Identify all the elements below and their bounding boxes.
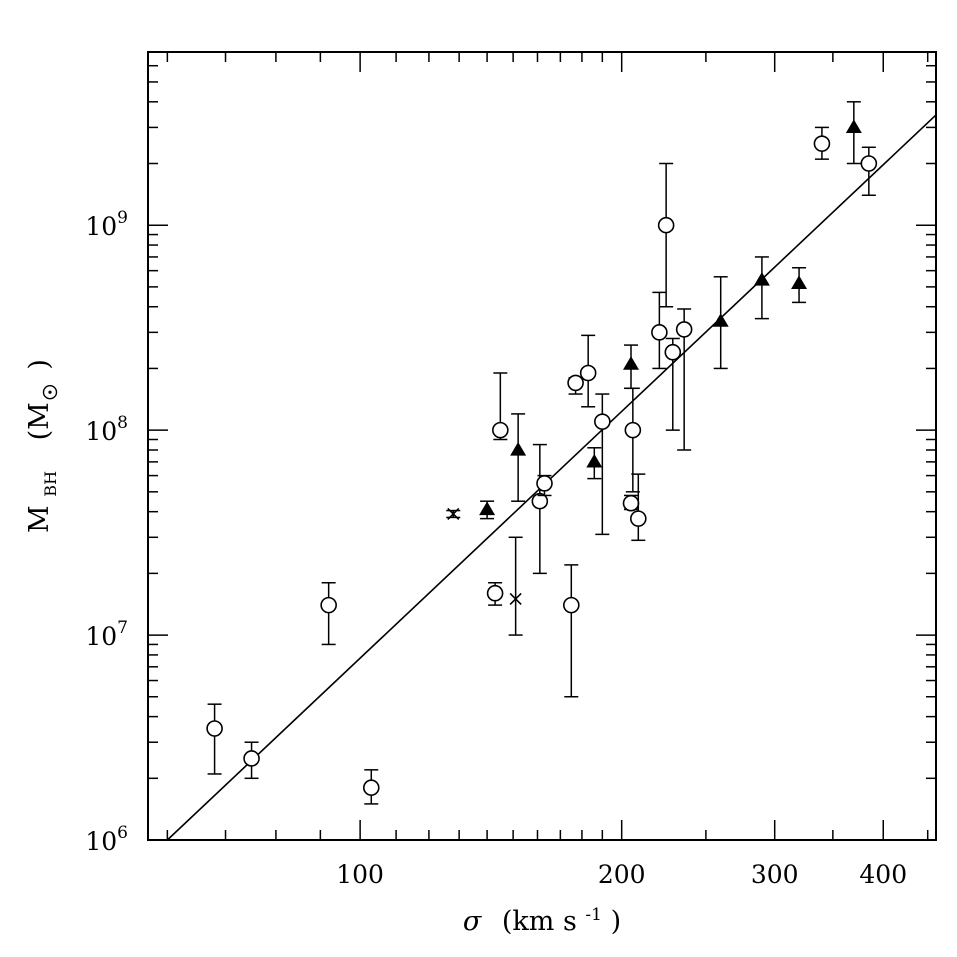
data-point-open-circle — [860, 146, 878, 196]
sun-circle — [42, 384, 58, 400]
open-circle-marker — [651, 324, 668, 341]
y-tick-label: 108 — [85, 413, 128, 446]
data-point-open-circle — [813, 126, 831, 160]
x-axis-label: σ (km s -1 ) — [463, 896, 621, 937]
filled-triangle-marker — [753, 272, 770, 286]
data-point-filled-triangle — [510, 413, 527, 502]
filled-triangle-marker — [791, 275, 808, 289]
data-point-open-circle — [651, 291, 668, 370]
data-point-open-circle — [206, 703, 223, 775]
data-point-open-circle — [664, 337, 682, 431]
open-circle-marker — [630, 510, 647, 527]
data-point-filled-triangle — [753, 256, 770, 320]
open-circle-marker — [243, 750, 260, 767]
open-circle-marker — [813, 135, 831, 152]
open-circle-marker — [624, 421, 642, 439]
x-tick-label: 100 — [336, 860, 384, 889]
x-axis-label-sigma: σ — [463, 906, 483, 937]
filled-triangle-marker — [845, 119, 862, 134]
open-circle-marker — [531, 492, 549, 510]
data-point-open-circle — [657, 162, 675, 308]
y-axis-ticks — [148, 64, 936, 780]
y-axis-label-m: M — [24, 505, 55, 533]
data-point-filled-triangle — [586, 447, 603, 480]
y-tick-labels: 106 107 108 109 — [85, 208, 128, 856]
open-circle-marker — [206, 720, 223, 737]
y-tick-label: 107 — [85, 618, 128, 651]
data-point-filled-triangle — [712, 276, 729, 370]
filled-triangle-marker — [623, 356, 640, 370]
filled-triangle-marker — [712, 313, 729, 327]
data-point-open-circle — [492, 372, 509, 441]
open-circle-marker — [536, 475, 553, 492]
x-tick-label: 200 — [598, 860, 646, 889]
filled-triangle-marker — [479, 501, 496, 516]
x-axis-label-exponent: -1 — [585, 905, 602, 925]
data-point-filled-triangle — [791, 266, 808, 304]
data-points-group — [206, 101, 878, 805]
data-point-filled-triangle — [623, 344, 640, 390]
open-circle-marker — [664, 343, 682, 361]
data-point-open-circle — [630, 473, 647, 542]
x-tick-label: 300 — [751, 860, 799, 889]
data-point-open-circle — [536, 474, 553, 497]
data-point-open-circle — [486, 581, 504, 606]
open-circle-marker — [579, 364, 597, 382]
data-point-filled-triangle — [845, 101, 862, 165]
open-circle-marker — [320, 596, 337, 614]
open-circle-marker — [563, 596, 580, 614]
sun-dot — [48, 390, 52, 394]
data-point-open-circle — [675, 308, 693, 451]
open-circle-marker — [622, 494, 640, 512]
open-circle-marker — [567, 374, 584, 392]
y-axis-label-units: (M — [24, 402, 55, 440]
data-point-open-circle — [567, 374, 584, 395]
filled-triangle-marker — [586, 453, 603, 468]
data-point-open-circle — [594, 393, 611, 536]
data-point-open-circle — [243, 741, 260, 780]
open-circle-marker — [657, 216, 675, 234]
open-circle-marker — [486, 584, 504, 602]
data-point-filled-triangle — [479, 500, 496, 520]
x-axis-label-close: ) — [611, 906, 622, 937]
data-point-open-circle — [563, 564, 580, 698]
open-circle-marker — [860, 155, 878, 172]
svg-text:M BH (M ): M BH (M ) — [24, 359, 63, 533]
fit-line-group — [166, 114, 937, 841]
x-axis-ticks — [166, 52, 929, 840]
open-circle-marker — [675, 321, 693, 338]
y-axis-label-sub: BH — [41, 471, 60, 497]
y-axis-label: M BH (M ) — [24, 359, 63, 533]
plot-frame — [147, 51, 937, 841]
y-tick-label: 109 — [85, 208, 128, 241]
x-axis-label-units: (km s — [502, 906, 577, 937]
data-point-cross — [508, 536, 523, 636]
data-point-open-circle — [320, 581, 337, 646]
y-axis-label-close: ) — [24, 359, 55, 370]
cross-marker — [509, 592, 522, 606]
open-circle-marker — [362, 779, 380, 796]
filled-triangle-marker — [510, 441, 527, 456]
data-point-cross — [446, 507, 461, 520]
y-tick-label: 106 — [85, 823, 128, 856]
open-circle-marker — [492, 421, 509, 439]
cross-marker — [447, 507, 460, 520]
solar-mass-symbol — [42, 384, 58, 400]
data-point-open-circle — [362, 769, 380, 805]
open-circle-marker — [594, 413, 611, 430]
data-point-open-circle — [579, 334, 597, 408]
data-point-open-circle — [622, 494, 640, 512]
x-tick-label: 400 — [859, 860, 907, 889]
fit-line — [166, 114, 937, 841]
x-tick-labels: 100 200 300 400 — [336, 860, 907, 889]
data-point-open-circle — [531, 443, 549, 575]
